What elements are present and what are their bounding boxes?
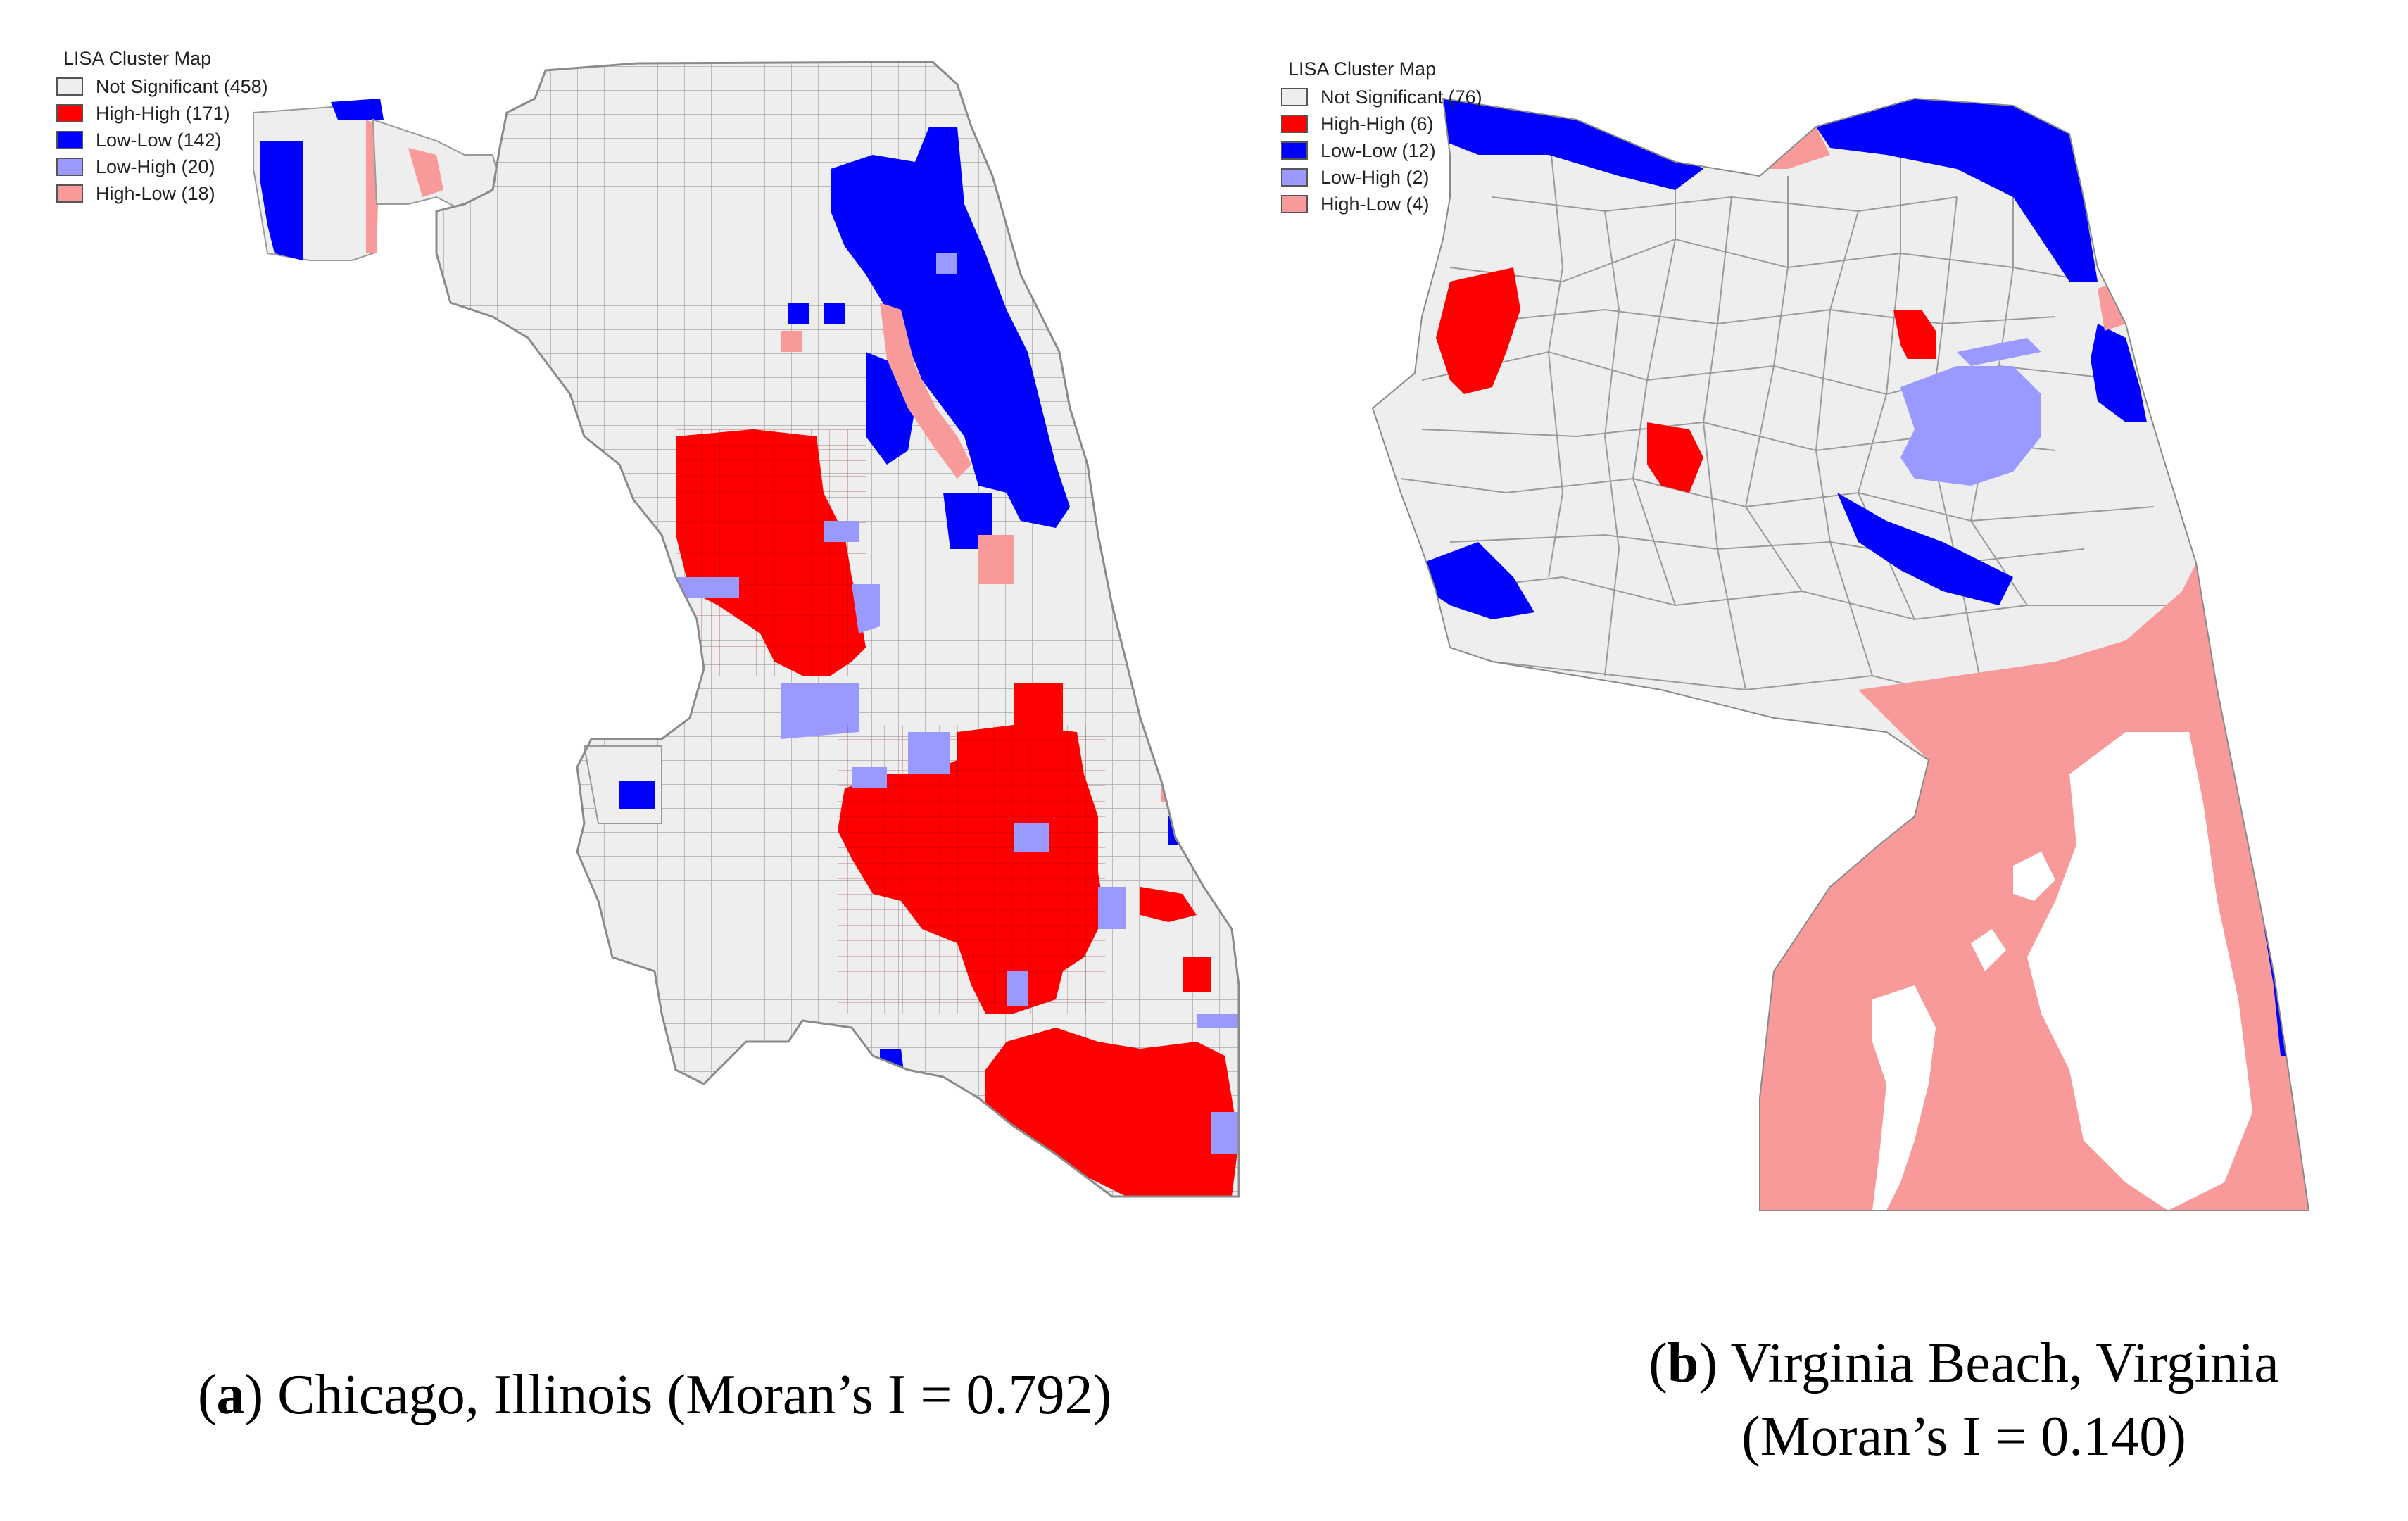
ohare-low-low-spot xyxy=(331,99,384,120)
legend-swatch xyxy=(56,77,83,96)
legend-swatch xyxy=(1281,195,1308,213)
south-low-high-east xyxy=(1197,1014,1239,1028)
legend-label: Low-Low (142) xyxy=(96,129,222,151)
legend-label: Not Significant (76) xyxy=(1320,86,1482,108)
south-high-high-east xyxy=(1140,887,1197,922)
vb-high-high-north-center xyxy=(1893,310,1936,359)
vb-water-inlet xyxy=(1872,985,1936,1211)
north-high-low-square xyxy=(978,535,1014,584)
north-low-low-small-1 xyxy=(788,303,809,324)
legend-swatch xyxy=(1281,88,1308,106)
legend-item-high-high: High-High (6) xyxy=(1281,111,1482,137)
legend-title: LISA Cluster Map xyxy=(63,48,212,69)
legend-item-not-significant: Not Significant (76) xyxy=(1281,84,1482,111)
vb-high-high-center xyxy=(1647,422,1703,493)
far-south-low-low-2 xyxy=(873,1112,901,1182)
legend-label: High-Low (18) xyxy=(96,182,215,204)
legend-item-high-low: High-Low (18) xyxy=(56,180,268,207)
vb-low-low-east xyxy=(2091,324,2147,422)
legend-item-high-low: High-Low (4) xyxy=(1281,191,1482,217)
vb-water-small xyxy=(2013,852,2055,901)
legend-swatch xyxy=(1281,141,1308,160)
caption-a: (a) Chicago, Illinois (Moran’s I = 0.792… xyxy=(197,1364,1112,1426)
south-high-high-top xyxy=(1014,683,1063,739)
caption-b: (b) Virginia Beach, Virginia (Moran’s I … xyxy=(1549,1327,2379,1473)
caption-b-line1: (b) Virginia Beach, Virginia xyxy=(1649,1332,2279,1394)
south-low-high-1 xyxy=(908,732,950,774)
virginia-beach-lisa-map xyxy=(1371,97,2310,1211)
legend-item-low-low: Low-Low (12) xyxy=(1281,137,1482,164)
legend-swatch xyxy=(56,184,83,203)
chicago-legend: LISA Cluster Map Not Significant (458) H… xyxy=(56,49,268,207)
virginia-beach-map-panel: LISA Cluster Map Not Significant (76) Hi… xyxy=(1281,56,2379,1267)
legend-swatch xyxy=(1281,115,1308,133)
vb-water-bay xyxy=(2027,732,2252,1211)
west-high-high-grid xyxy=(676,429,866,676)
legend-swatch xyxy=(56,158,83,176)
caption-b-text: Virginia Beach, Virginia xyxy=(1730,1332,2279,1394)
south-low-high-2 xyxy=(1014,823,1049,852)
far-south-high-high xyxy=(985,1028,1239,1197)
north-low-low-cluster xyxy=(831,127,1070,528)
far-south-low-high-2 xyxy=(915,1140,950,1168)
legend-item-low-high: Low-High (20) xyxy=(56,153,268,180)
connector-high-low xyxy=(408,148,443,197)
vb-outline xyxy=(1371,97,2310,1211)
chicago-outline xyxy=(435,61,1240,1198)
far-south-high-low-2 xyxy=(908,1119,943,1140)
north-high-low-strip xyxy=(880,303,971,479)
vb-low-high-big xyxy=(1900,366,2041,486)
vb-low-low-north-east xyxy=(1816,99,2098,282)
vb-water-small-2 xyxy=(1971,929,2006,971)
legend-item-low-low: Low-Low (142) xyxy=(56,127,268,153)
caption-a-text: Chicago, Illinois (Moran’s I = 0.792) xyxy=(277,1364,1112,1426)
legend-swatch xyxy=(56,131,83,149)
caption-b-line2: (Moran’s I = 0.140) xyxy=(1741,1406,2186,1468)
south-low-high-4 xyxy=(1007,971,1028,1006)
virginia-beach-legend: LISA Cluster Map Not Significant (76) Hi… xyxy=(1281,60,1482,217)
north-high-low-small xyxy=(781,331,802,352)
north-low-high-small xyxy=(936,253,957,274)
legend-label: High-High (171) xyxy=(96,102,230,124)
legend-swatch xyxy=(56,104,83,122)
caption-b-letter: b xyxy=(1667,1332,1699,1394)
south-low-high-3 xyxy=(1098,887,1126,929)
legend-label: Not Significant (458) xyxy=(96,75,268,97)
vb-high-high-west xyxy=(1436,267,1520,394)
vb-low-low-south-center xyxy=(1837,493,2013,605)
chicago-map-panel: LISA Cluster Map Not Significant (458) H… xyxy=(42,42,1253,1267)
legend-swatch xyxy=(1281,168,1308,187)
south-low-high-5 xyxy=(852,767,887,788)
west-low-high-top xyxy=(824,521,859,542)
south-high-high-east-2 xyxy=(1183,957,1211,992)
ohare-low-low-tract xyxy=(260,141,303,260)
west-low-high-side xyxy=(852,584,880,633)
legend-label: High-Low (4) xyxy=(1320,193,1430,215)
legend-label: High-High (6) xyxy=(1320,113,1434,134)
far-south-high-low xyxy=(817,1084,845,1140)
legend-item-not-significant: Not Significant (458) xyxy=(56,73,268,100)
vb-low-high-band xyxy=(1957,338,2041,366)
west-low-high-band xyxy=(676,577,739,598)
legend-label: Low-High (2) xyxy=(1320,166,1430,188)
legend-item-low-high: Low-High (2) xyxy=(1281,164,1482,191)
legend-item-high-high: High-High (171) xyxy=(56,100,268,127)
north-low-low-small-2 xyxy=(824,303,845,324)
legend-label: Low-High (20) xyxy=(96,156,215,177)
chicago-lisa-map xyxy=(253,61,1240,1198)
far-south-low-high xyxy=(1211,1112,1239,1154)
legend-title: LISA Cluster Map xyxy=(1288,58,1437,80)
legend-label: Low-Low (12) xyxy=(1320,139,1436,161)
caption-a-letter: a xyxy=(216,1364,245,1426)
vb-low-low-southwest xyxy=(1422,542,1534,619)
west-low-low-tract xyxy=(619,781,655,809)
